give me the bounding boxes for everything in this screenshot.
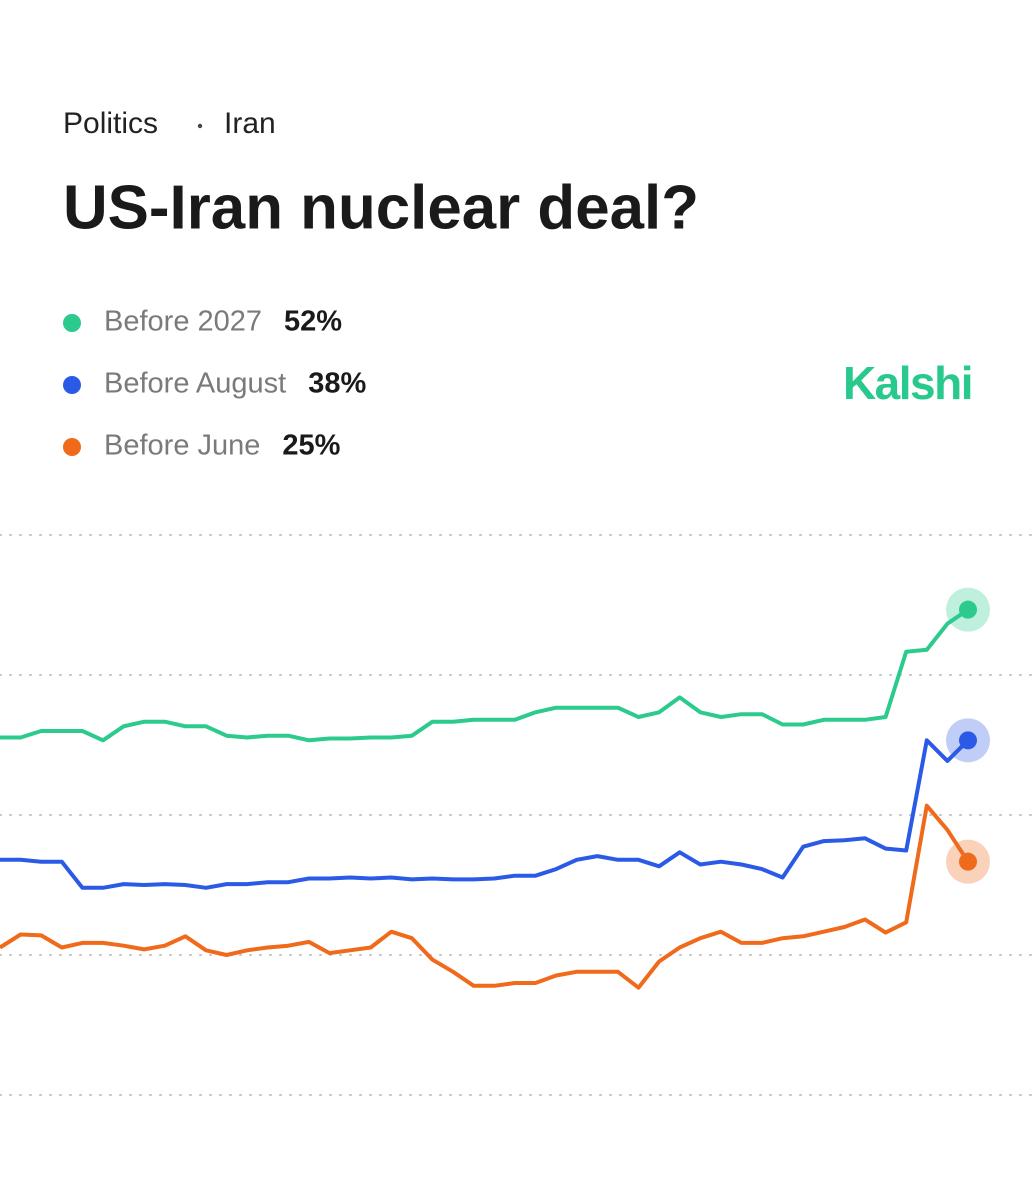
legend-label: Before August — [104, 368, 286, 400]
series-line — [0, 608, 970, 743]
endpoint-dot — [959, 731, 977, 750]
legend-marker — [63, 438, 81, 456]
legend-marker — [63, 376, 81, 394]
series-line — [0, 803, 970, 990]
legend-marker — [63, 314, 81, 332]
endpoint-dot — [959, 600, 977, 619]
legend-value: 25% — [282, 430, 340, 462]
breadcrumb-category: Politics — [63, 107, 158, 140]
breadcrumb-topic: Iran — [224, 107, 276, 140]
legend-value: 38% — [308, 368, 366, 400]
legend-label: Before June — [104, 430, 260, 462]
chart-title: US-Iran nuclear deal? — [63, 173, 699, 242]
series-line — [0, 738, 970, 890]
legend-label: Before 2027 — [104, 306, 262, 338]
endpoint-dot — [959, 852, 977, 871]
legend-value: 52% — [284, 306, 342, 338]
breadcrumb-separator — [197, 123, 203, 129]
brand: Kalshi — [843, 357, 972, 409]
